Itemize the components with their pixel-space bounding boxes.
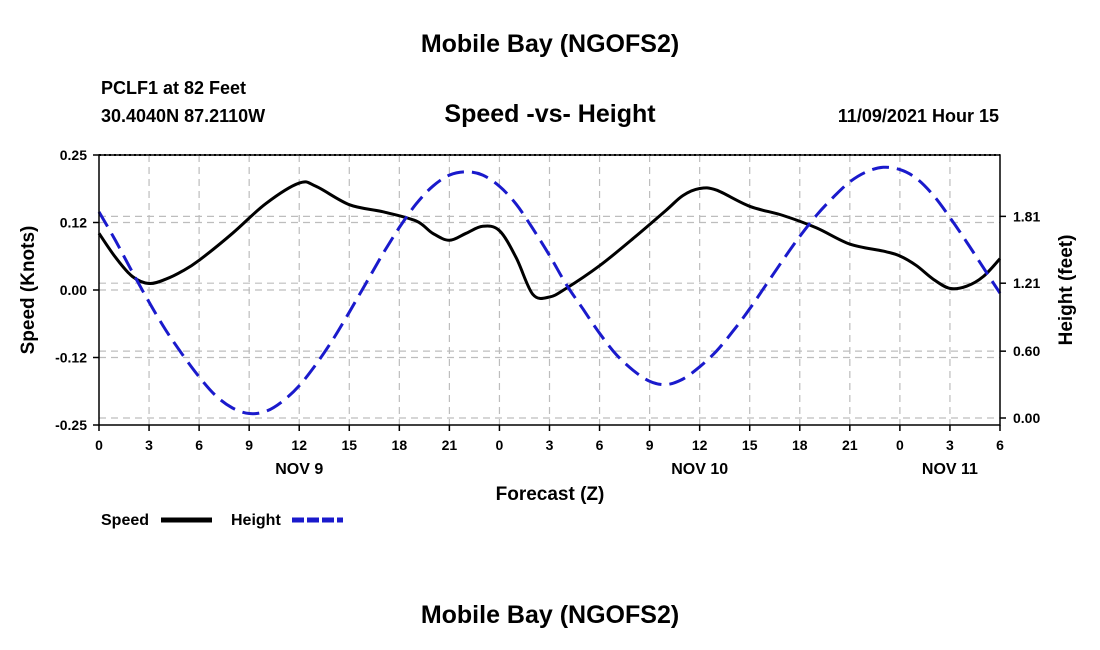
x-tick-label: 9 [646, 437, 654, 453]
x-tick-label: 21 [842, 437, 858, 453]
day-label: NOV 10 [671, 461, 728, 478]
chart-title: Speed -vs- Height [444, 100, 656, 128]
x-tick-label: 15 [742, 437, 758, 453]
y-axis-right-title: Height (feet) [1056, 235, 1077, 346]
series-speed-line [97, 180, 1002, 300]
y-left-tick-label: 0.00 [60, 282, 87, 298]
y-axis-left-title: Speed (Knots) [18, 226, 39, 355]
day-label: NOV 9 [275, 461, 323, 478]
x-tick-label: 6 [996, 437, 1004, 453]
axis-ticks [93, 154, 1006, 431]
forecast-datetime: 11/09/2021 Hour 15 [837, 106, 999, 126]
x-tick-label: 6 [596, 437, 604, 453]
series-lines [97, 165, 1002, 416]
grid-lines [99, 154, 1000, 425]
y-right-tick-label: 1.21 [1013, 275, 1040, 291]
coordinates-label: 30.4040N 87.2110W [101, 106, 266, 126]
y-left-tick-label: -0.25 [55, 417, 87, 433]
legend: Speed Height [101, 512, 343, 529]
y-left-tick-label: -0.12 [55, 350, 87, 366]
axis-labels: Forecast (Z) Speed (Knots) Height (feet)… [18, 147, 1077, 505]
series-height-line [97, 165, 1002, 416]
x-tick-label: 0 [896, 437, 904, 453]
day-label: NOV 11 [922, 461, 978, 478]
main-title: Mobile Bay (NGOFS2) [420, 30, 680, 58]
x-tick-label: 0 [496, 437, 504, 453]
x-tick-label: 6 [195, 437, 203, 453]
y-right-tick-label: 0.60 [1013, 343, 1040, 359]
x-tick-label: 18 [792, 437, 808, 453]
x-tick-label: 3 [946, 437, 954, 453]
x-axis-title: Forecast (Z) [496, 484, 605, 505]
legend-height-label: Height [231, 512, 281, 529]
footer-title: Mobile Bay (NGOFS2) [420, 601, 680, 629]
station-label: PCLF1 at 82 Feet [101, 78, 247, 98]
x-tick-label: 21 [442, 437, 458, 453]
x-tick-label: 3 [546, 437, 554, 453]
x-tick-label: 3 [145, 437, 153, 453]
x-tick-label: 15 [341, 437, 357, 453]
x-tick-label: 0 [95, 437, 103, 453]
y-right-tick-label: 0.00 [1013, 410, 1040, 426]
x-tick-label: 12 [291, 437, 307, 453]
x-tick-label: 9 [245, 437, 253, 453]
y-right-tick-label: 1.81 [1013, 208, 1040, 224]
x-tick-label: 18 [392, 437, 408, 453]
y-left-tick-label: 0.12 [60, 215, 87, 231]
y-left-tick-label: 0.25 [60, 147, 87, 163]
x-tick-label: 12 [692, 437, 708, 453]
legend-speed-label: Speed [101, 512, 149, 529]
